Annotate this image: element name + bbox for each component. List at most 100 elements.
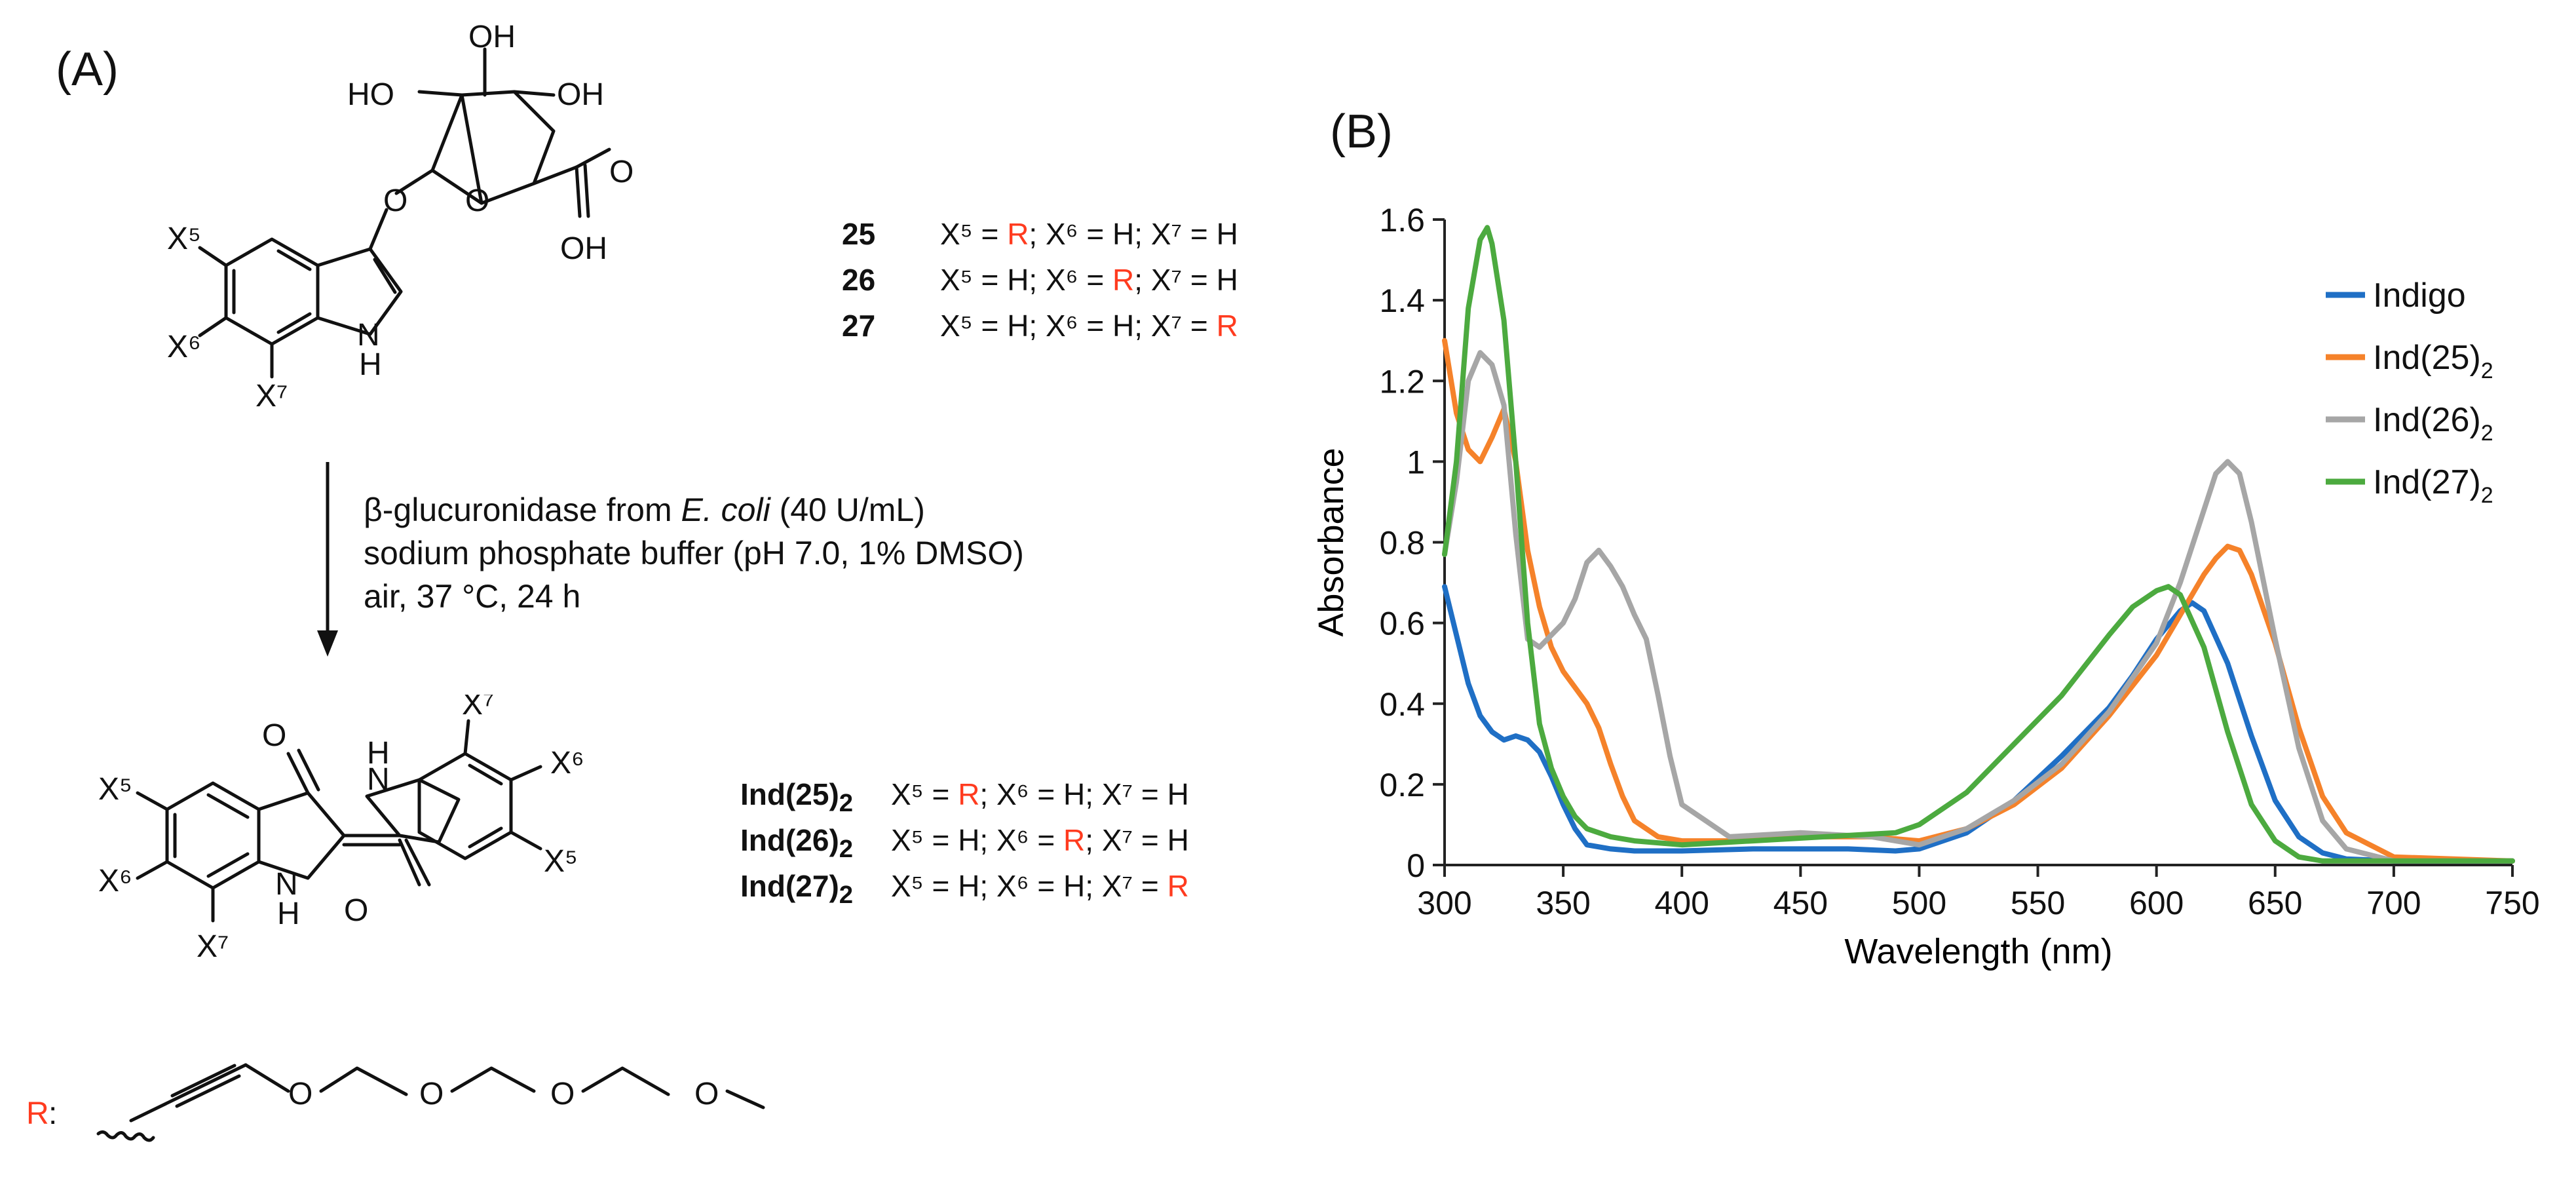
y-tick-label: 1 xyxy=(1407,444,1425,480)
x5-value: H xyxy=(1007,309,1029,343)
x6-value: R xyxy=(1063,823,1086,857)
product-id: Ind(25)2 xyxy=(740,777,891,818)
product-x5-right: X⁵ xyxy=(544,844,578,879)
condition-line-3: air, 37 °C, 24 h xyxy=(364,578,581,615)
r-group-structure: R : O O O O xyxy=(26,1063,765,1142)
x6-value: H xyxy=(1063,777,1086,811)
cond-enzyme: β-glucuronidase from xyxy=(364,491,681,528)
x5-label: X⁵ = xyxy=(891,823,958,857)
y-axis-label: Absorbance xyxy=(1312,448,1351,636)
condition-line-1: β-glucuronidase from E. coli (40 U/mL) xyxy=(364,488,1024,531)
sub-x6: X⁶ xyxy=(167,330,201,364)
product-id-sub: 2 xyxy=(839,835,854,864)
x-tick-label: 500 xyxy=(1892,885,1946,921)
x5-value: H xyxy=(1007,263,1029,297)
x5-value: R xyxy=(958,777,980,811)
product-variant-list: Ind(25)2 X⁵ = R; X⁶ = H; X⁷ = H Ind(26)2 X… xyxy=(740,777,1189,914)
x-tick-label: 550 xyxy=(2011,885,2065,921)
product-id-sub: 2 xyxy=(839,789,854,818)
product-row: Ind(27)2 X⁵ = H; X⁶ = H; X⁷ = R xyxy=(740,868,1189,914)
glyco-o: O xyxy=(383,183,407,218)
x7-label: ; X⁷ = xyxy=(1085,869,1167,903)
variant-row: 26 X⁵ = H; X⁶ = R; X⁷ = H xyxy=(842,262,1238,308)
x7-label: ; X⁷ = xyxy=(1134,309,1217,343)
x-tick-label: 300 xyxy=(1417,885,1471,921)
x6-value: R xyxy=(1112,263,1135,297)
x-tick-label: 400 xyxy=(1655,885,1709,921)
product-n-1: N xyxy=(367,762,390,797)
legend-entry: Ind(27)2 xyxy=(2373,463,2493,508)
y-tick-label: 1.4 xyxy=(1379,282,1425,319)
x5-label: X⁵ = xyxy=(940,309,1008,343)
x7-value: R xyxy=(1216,309,1238,343)
absorbance-chart: 0 0.2 0.4 0.6 0.8 1 1.2 1.4 1.6 300 350 400 450 500 55… xyxy=(1312,202,2540,971)
product-x6-left: X⁶ xyxy=(98,864,132,898)
product-row: Ind(25)2 X⁵ = R; X⁶ = H; X⁷ = H xyxy=(740,777,1189,822)
product-n-2: N xyxy=(275,867,298,902)
carbonyl-o-2: O xyxy=(344,893,368,928)
sub-x7: X⁷ xyxy=(256,379,288,414)
legend-entry: Indigo xyxy=(2373,277,2466,315)
product-h-1: H xyxy=(367,736,390,771)
indole-h: H xyxy=(359,347,382,382)
product-h-2: H xyxy=(277,896,300,931)
x-tick-label: 600 xyxy=(2129,885,2184,921)
product-id: Ind(27)2 xyxy=(740,868,891,910)
legend-entry: Ind(25)2 xyxy=(2373,339,2493,383)
acid-o: O xyxy=(609,155,634,189)
chart-axes: 0 0.2 0.4 0.6 0.8 1 1.2 1.4 1.6 300 350 400 450 500 55… xyxy=(1379,202,2539,921)
compound-id: 26 xyxy=(842,263,876,297)
variant-row: 25 X⁵ = R; X⁶ = H; X⁷ = H xyxy=(842,216,1238,262)
y-tick-label: 0.4 xyxy=(1379,686,1425,723)
product-id-text: Ind(26) xyxy=(740,823,839,857)
x5-value: H xyxy=(958,869,980,903)
x-tick-label: 450 xyxy=(1773,885,1828,921)
indole-n: N xyxy=(357,318,380,353)
chart-series xyxy=(1442,225,2515,864)
legend-entry: Ind(26)2 xyxy=(2373,401,2493,446)
product-x7-left: X⁷ xyxy=(197,929,229,964)
y-tick-label: 0.8 xyxy=(1379,525,1425,562)
y-tick-label: 0.6 xyxy=(1379,606,1425,642)
product-structure: O O N H N H X⁵ X⁶ X⁷ X⁵ X⁶ X⁷ xyxy=(98,695,584,964)
panel-a-label: (A) xyxy=(56,43,119,96)
product-x5-left: X⁵ xyxy=(98,772,132,807)
x6-label: ; X⁶ = xyxy=(1029,309,1113,343)
x5-label: X⁵ = xyxy=(940,263,1008,297)
x7-value: H xyxy=(1216,263,1238,297)
x5-value: H xyxy=(958,823,980,857)
x-tick-label: 750 xyxy=(2485,885,2539,921)
x7-value: R xyxy=(1167,869,1189,903)
product-id-sub: 2 xyxy=(839,881,854,910)
peg-o-2: O xyxy=(419,1077,444,1111)
x7-label: ; X⁷ = xyxy=(1085,777,1167,811)
reaction-arrow xyxy=(317,462,338,657)
chart-legend: Indigo Ind(25)2 Ind(26)2 Ind(27)2 xyxy=(2326,277,2493,508)
product-id-text: Ind(25) xyxy=(740,777,839,811)
product-x7-right: X⁷ xyxy=(462,695,494,722)
x-tick-label: 650 xyxy=(2248,885,2302,921)
x7-value: H xyxy=(1216,217,1238,251)
x7-label: ; X⁷ = xyxy=(1134,217,1217,251)
r-label: R xyxy=(26,1096,49,1131)
ring-o: O xyxy=(465,183,489,218)
x6-label: ; X⁶ = xyxy=(1029,263,1113,297)
x6-value: H xyxy=(1112,217,1135,251)
x-axis-label: Wavelength (nm) xyxy=(1844,932,2112,971)
r-colon: : xyxy=(48,1096,57,1131)
acid-oh: OH xyxy=(560,231,607,266)
series-line-3 xyxy=(1442,350,2515,864)
y-tick-label: 1.6 xyxy=(1379,202,1425,239)
peg-o-1: O xyxy=(288,1077,313,1111)
x5-value: R xyxy=(1007,217,1029,251)
oh-top: OH xyxy=(468,20,516,54)
x6-label: ; X⁶ = xyxy=(979,823,1064,857)
y-tick-label: 0 xyxy=(1407,847,1425,884)
condition-line-2: sodium phosphate buffer (pH 7.0, 1% DMSO… xyxy=(364,535,1024,571)
x7-value: H xyxy=(1167,823,1189,857)
product-x6-right: X⁶ xyxy=(550,746,584,780)
x6-label: ; X⁶ = xyxy=(979,869,1064,903)
x5-label: X⁵ = xyxy=(940,217,1008,251)
x-tick-label: 700 xyxy=(2366,885,2421,921)
oh-right: OH xyxy=(557,77,604,112)
